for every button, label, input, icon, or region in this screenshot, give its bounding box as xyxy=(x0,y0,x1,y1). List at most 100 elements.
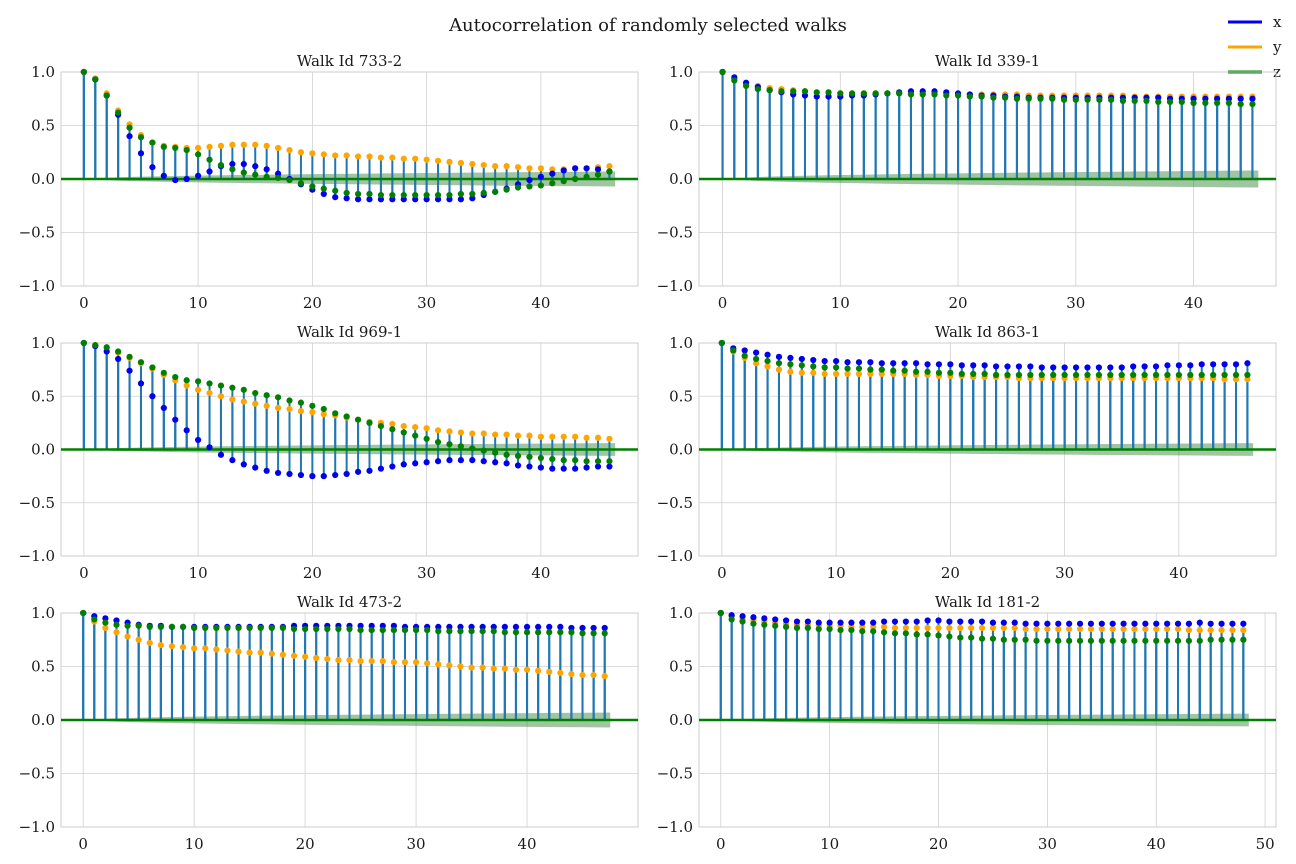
point-y xyxy=(1221,376,1228,383)
point-y xyxy=(412,424,419,431)
point-y xyxy=(1076,625,1084,633)
point-z xyxy=(775,360,783,367)
point-z xyxy=(754,86,761,93)
point-y xyxy=(320,151,327,158)
point-z xyxy=(844,365,851,372)
point-x xyxy=(457,457,465,464)
point-z xyxy=(1130,371,1137,379)
x-tick-label: 50 xyxy=(1256,835,1275,853)
point-x xyxy=(837,619,844,626)
point-z xyxy=(1155,98,1162,106)
point-z xyxy=(229,166,236,173)
point-z xyxy=(946,633,953,640)
point-y xyxy=(195,386,202,393)
point-z xyxy=(246,624,253,632)
point-y xyxy=(606,163,613,170)
point-y xyxy=(870,623,877,631)
point-z xyxy=(1076,637,1084,644)
point-z xyxy=(594,458,602,465)
point-z xyxy=(172,144,179,152)
point-z xyxy=(719,68,726,76)
point-x xyxy=(537,464,544,471)
point-z xyxy=(1050,371,1057,379)
point-x xyxy=(1164,362,1171,369)
point-y xyxy=(366,153,373,160)
point-x xyxy=(195,436,202,444)
point-x xyxy=(989,619,997,626)
y-tick-label: −0.5 xyxy=(19,224,55,242)
point-y xyxy=(1066,625,1073,633)
point-z xyxy=(766,87,773,94)
point-z xyxy=(309,402,316,409)
point-z xyxy=(80,339,87,347)
point-x xyxy=(601,624,608,632)
point-y xyxy=(379,658,386,665)
point-x xyxy=(957,618,964,625)
point-z xyxy=(137,134,145,141)
point-x xyxy=(1202,95,1209,102)
point-x xyxy=(1120,620,1127,627)
point-x xyxy=(924,617,931,624)
point-x xyxy=(946,618,953,625)
point-z xyxy=(782,623,790,631)
point-x xyxy=(772,616,779,623)
point-x xyxy=(594,463,602,470)
point-z xyxy=(366,190,373,198)
point-z xyxy=(1240,636,1247,643)
y-tick-label: 0.5 xyxy=(31,658,55,676)
y-tick-label: −0.5 xyxy=(657,494,693,512)
point-y xyxy=(514,432,522,439)
point-z xyxy=(837,627,844,634)
point-x xyxy=(1207,620,1214,627)
point-y xyxy=(1164,625,1171,633)
point-x xyxy=(855,359,863,366)
point-z xyxy=(297,180,305,187)
y-tick-label: 0.0 xyxy=(669,711,693,729)
point-x xyxy=(526,463,533,470)
point-x xyxy=(1155,94,1162,101)
point-y xyxy=(512,666,520,673)
point-y xyxy=(346,656,353,664)
y-tick-label: 1.0 xyxy=(31,604,55,622)
x-tick-label: 0 xyxy=(78,835,88,853)
point-y xyxy=(601,673,608,680)
point-y xyxy=(798,369,805,376)
point-y xyxy=(514,164,522,171)
point-x xyxy=(286,470,293,478)
point-y xyxy=(252,400,259,407)
point-z xyxy=(526,183,533,190)
point-y xyxy=(594,434,602,441)
point-y xyxy=(286,147,293,154)
point-y xyxy=(1109,625,1116,633)
point-z xyxy=(728,616,735,623)
point-z xyxy=(115,348,122,355)
point-x xyxy=(1229,620,1236,627)
point-y xyxy=(424,660,431,667)
point-y xyxy=(252,141,259,148)
point-y xyxy=(989,624,997,632)
point-x xyxy=(126,367,133,374)
point-z xyxy=(1207,636,1214,643)
point-x xyxy=(1131,620,1138,627)
point-x xyxy=(514,462,522,469)
point-z xyxy=(1164,637,1171,644)
point-y xyxy=(867,370,874,377)
point-x xyxy=(412,196,419,203)
point-x xyxy=(1087,620,1095,627)
point-z xyxy=(103,92,110,99)
point-x xyxy=(1237,95,1244,102)
point-y xyxy=(257,649,264,656)
point-y xyxy=(503,163,510,170)
point-x xyxy=(583,165,590,172)
point-z xyxy=(1025,95,1032,102)
point-z xyxy=(924,631,931,638)
point-z xyxy=(1249,101,1256,108)
y-tick-label: 0.0 xyxy=(31,711,55,729)
point-x xyxy=(947,361,954,368)
point-x xyxy=(457,196,465,203)
point-x xyxy=(320,473,327,480)
point-z xyxy=(400,191,407,199)
point-x xyxy=(798,355,805,363)
point-x xyxy=(810,356,817,364)
point-x xyxy=(1027,363,1034,370)
